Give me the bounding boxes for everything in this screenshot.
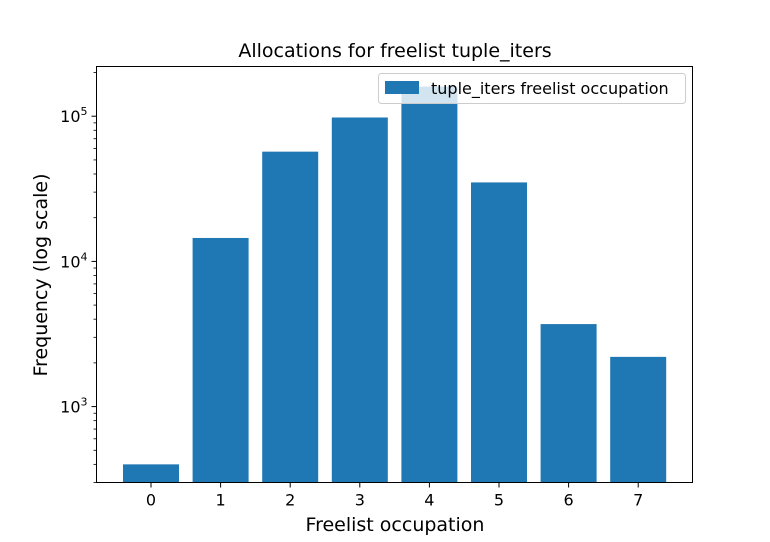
y-tick-label: 103 — [60, 396, 87, 417]
legend-frame — [378, 73, 686, 104]
bar-2 — [262, 151, 319, 483]
legend-swatch — [385, 81, 419, 94]
x-tick-label: 5 — [494, 491, 504, 510]
axes-frame — [96, 66, 693, 483]
x-tick-label: 3 — [355, 491, 365, 510]
y-tick-label: 105 — [60, 105, 87, 126]
x-tick-label: 4 — [424, 491, 434, 510]
bar-5 — [471, 182, 527, 483]
bar-3 — [331, 117, 388, 483]
x-tick-label: 0 — [146, 491, 156, 510]
x-tick-label: 1 — [216, 491, 226, 510]
bars-layer — [123, 86, 667, 483]
bar-0 — [123, 464, 179, 483]
legend-label: tuple_iters freelist occupation — [431, 79, 669, 99]
y-tick-label: 104 — [60, 250, 87, 271]
x-axis-label: Freelist occupation — [306, 514, 485, 536]
y-major-ticks: 103 104 105 — [60, 105, 97, 417]
bar-1 — [192, 237, 249, 483]
legend: tuple_iters freelist occupation — [378, 73, 686, 104]
x-ticks: 0 1 2 3 4 5 6 7 — [146, 482, 643, 510]
bar-4 — [401, 86, 458, 483]
bar-7 — [610, 356, 667, 483]
y-axis-label: Frequency (log scale) — [30, 174, 52, 377]
x-tick-label: 6 — [564, 491, 574, 510]
x-tick-label: 2 — [285, 491, 295, 510]
x-tick-label: 7 — [633, 491, 643, 510]
chart-title: Allocations for freelist tuple_iters — [238, 40, 551, 62]
plot-area: 103 104 105 0 1 2 3 4 5 6 7 — [60, 66, 693, 510]
bar-6 — [540, 324, 597, 483]
